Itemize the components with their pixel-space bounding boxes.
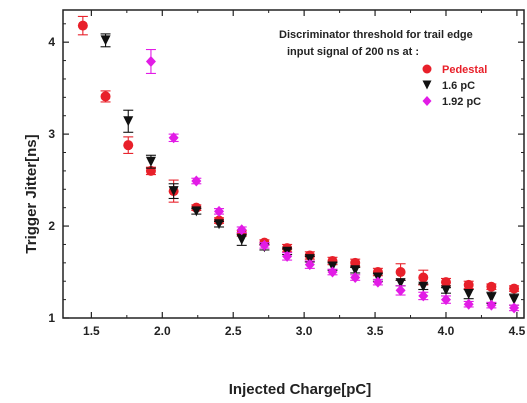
data-point [123, 140, 134, 151]
data-point [145, 156, 156, 167]
data-point [418, 272, 429, 283]
data-point [418, 290, 429, 302]
annotation-line-1: Discriminator threshold for trail edge [279, 29, 473, 41]
series-1 [100, 33, 520, 306]
data-point [395, 278, 406, 289]
y-tick-label-4: 4 [48, 35, 55, 49]
annotation: Discriminator threshold for trail edge i… [279, 29, 473, 58]
annotation-line-2: input signal of 200 ns at : [287, 46, 419, 58]
data-point [168, 132, 179, 144]
data-point [327, 266, 338, 278]
data-point [395, 267, 406, 278]
data-point [100, 91, 111, 102]
data-point [486, 292, 497, 303]
data-point [214, 205, 225, 217]
data-point [486, 281, 497, 292]
data-point [509, 302, 520, 314]
data-point [350, 272, 361, 284]
data-point [77, 20, 88, 31]
data-point [191, 206, 202, 217]
x-tick-label-3.5: 3.5 [367, 324, 384, 338]
data-point [440, 294, 451, 306]
y-tick-label-2: 2 [48, 219, 55, 233]
data-point [463, 289, 474, 300]
data-point [440, 285, 451, 296]
data-point [463, 279, 474, 290]
x-tick-label-2.5: 2.5 [225, 324, 242, 338]
data-point [327, 261, 338, 272]
x-tick-label-2.0: 2.0 [154, 324, 171, 338]
data-point [168, 186, 179, 197]
data-point [509, 283, 520, 294]
x-tick-label-4.0: 4.0 [438, 324, 455, 338]
data-point [463, 298, 474, 310]
legend-marker-0 [422, 64, 432, 74]
y-tick-label-1: 1 [48, 311, 55, 325]
data-point [304, 259, 315, 271]
y-axis-title: Trigger Jitter[ns] [23, 134, 40, 253]
series-2 [145, 48, 520, 314]
legend: Pedestal 1.6 pC 1.92 pC [422, 64, 487, 108]
data-point [123, 116, 134, 127]
legend-marker-2 [422, 96, 432, 106]
data-point [145, 55, 156, 67]
data-point [486, 299, 497, 311]
data-marks [77, 15, 520, 314]
data-point [191, 175, 202, 187]
x-axis-title: Injected Charge[pC] [229, 381, 372, 398]
plot-frame [62, 9, 525, 319]
x-tick-label-4.5: 4.5 [509, 324, 526, 338]
legend-marker-1 [422, 80, 432, 90]
y-tick-label-3: 3 [48, 127, 55, 141]
data-point [418, 281, 429, 292]
data-point [259, 239, 270, 251]
legend-label-1: 1.6 pC [442, 80, 475, 92]
data-point [236, 224, 247, 236]
legend-label-0: Pedestal [442, 64, 487, 76]
legend-label-2: 1.92 pC [442, 96, 481, 108]
data-point [100, 35, 111, 46]
data-point [236, 234, 247, 245]
x-tick-label-3.0: 3.0 [296, 324, 313, 338]
axis-ticks: 1.5 2.0 2.5 3.0 3.5 4.0 4.5 1 2 3 4 [48, 10, 526, 338]
data-point [282, 250, 293, 262]
series-0 [77, 15, 520, 294]
data-point [214, 219, 225, 230]
plot-area [62, 9, 525, 319]
data-point [440, 277, 451, 288]
data-point [509, 294, 520, 305]
data-point [372, 276, 383, 288]
data-point [350, 265, 361, 276]
data-point [304, 254, 315, 265]
x-tick-label-1.5: 1.5 [83, 324, 100, 338]
data-point [395, 284, 406, 296]
